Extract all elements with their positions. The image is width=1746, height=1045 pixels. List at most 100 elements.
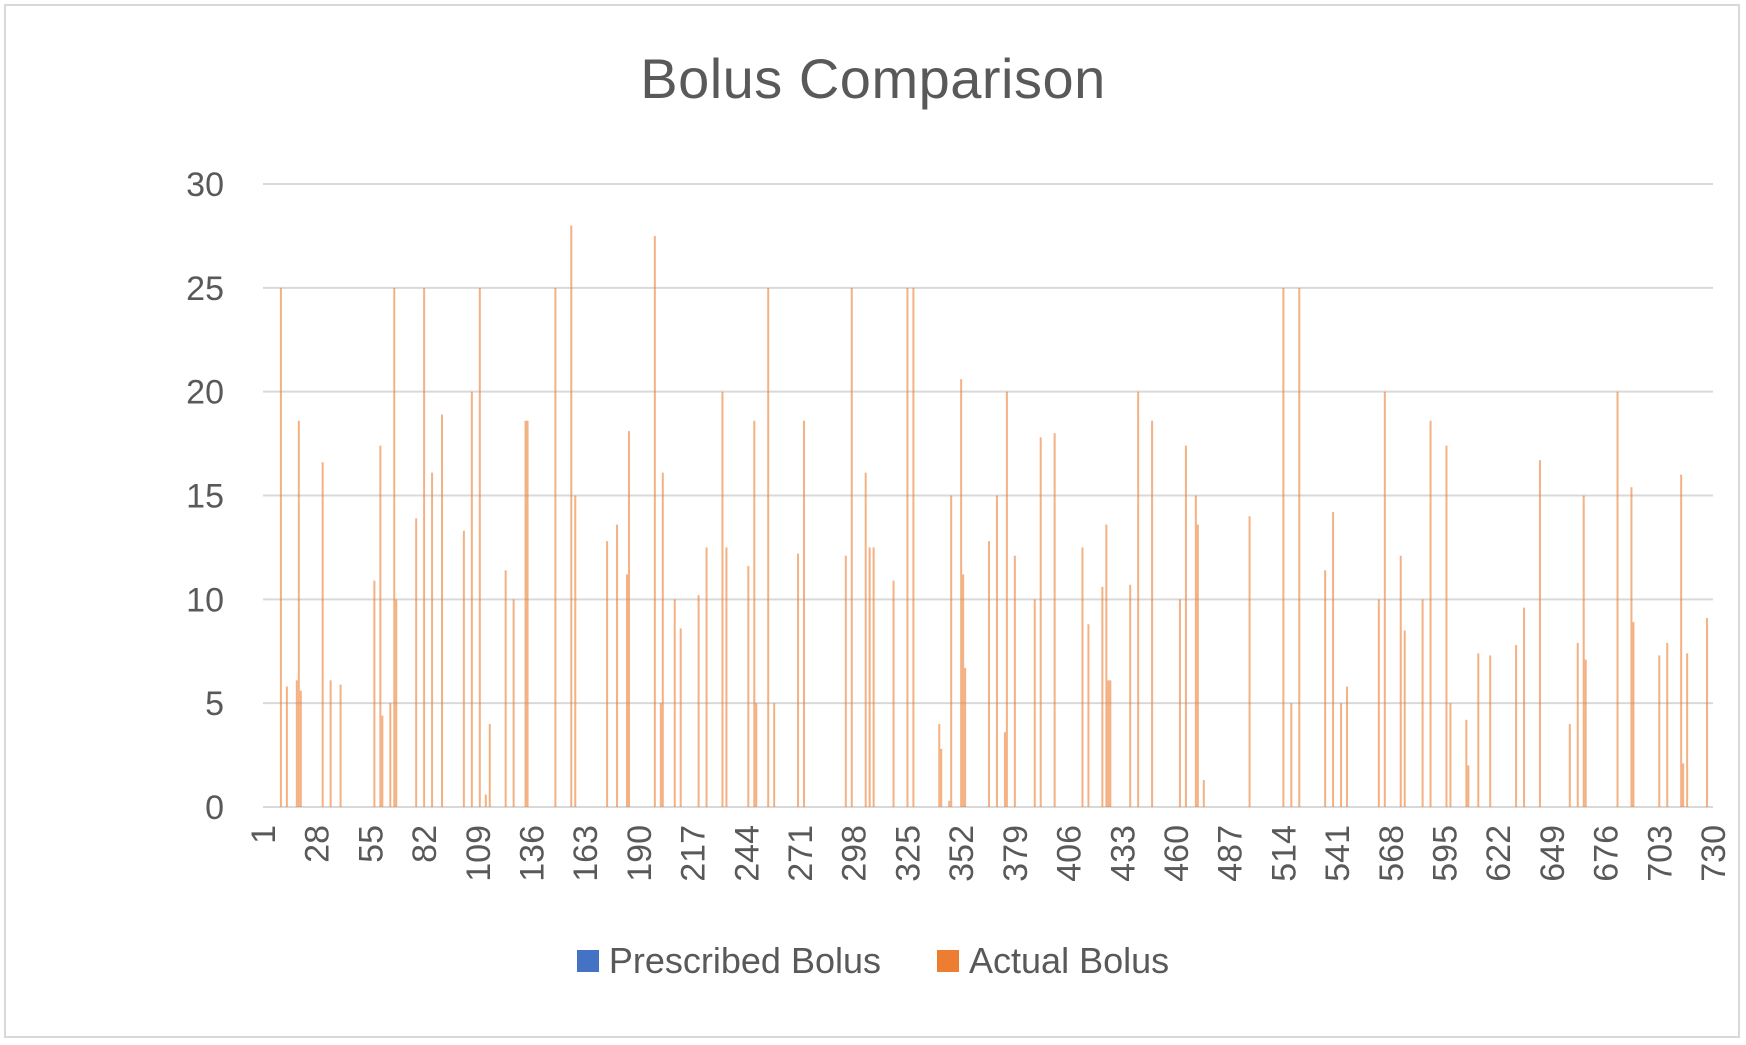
bar-actual-bolus (478, 287, 481, 807)
y-tick-label: 5 (205, 685, 224, 723)
x-tick-label: 352 (943, 825, 981, 882)
bar-actual-bolus (1013, 555, 1016, 807)
legend-item: Actual Bolus (937, 940, 1169, 982)
bar-actual-bolus (1403, 630, 1406, 807)
bar-actual-bolus (753, 420, 756, 807)
bar-actual-bolus (1465, 719, 1468, 807)
bar-actual-bolus (526, 420, 529, 807)
y-tick-label: 30 (186, 166, 224, 204)
bar-actual-bolus (1151, 420, 1154, 807)
x-tick-label: 487 (1212, 825, 1250, 882)
y-tick-label: 15 (186, 478, 224, 516)
bar-actual-bolus (892, 580, 895, 807)
bar-actual-bolus (1081, 547, 1084, 807)
bar-actual-bolus (1399, 555, 1402, 807)
bar-actual-bolus (850, 287, 853, 807)
bar-actual-bolus (1003, 732, 1006, 807)
y-tick-label: 20 (186, 374, 224, 412)
x-tick-label: 541 (1319, 825, 1357, 882)
bar-actual-bolus (1706, 618, 1709, 807)
bar-actual-bolus (659, 703, 662, 807)
bar-actual-bolus (1105, 524, 1108, 807)
bar-actual-bolus (1101, 586, 1104, 807)
bar-actual-bolus (868, 547, 871, 807)
bar-actual-bolus (1686, 653, 1689, 807)
bar-actual-bolus (389, 703, 392, 807)
bar-actual-bolus (1184, 445, 1187, 807)
x-tick-label: 163 (567, 825, 605, 882)
bar-actual-bolus (1137, 391, 1140, 807)
bar-actual-bolus (339, 684, 342, 807)
bar-actual-bolus (1087, 624, 1090, 807)
bar-actual-bolus (1107, 680, 1110, 807)
bar-actual-bolus (1630, 487, 1633, 807)
bar-actual-bolus (441, 414, 444, 807)
bar-actual-bolus (504, 570, 507, 807)
chart-title: Bolus Comparison (640, 47, 1106, 110)
chart-frame (4, 4, 1740, 1038)
bar-actual-bolus (653, 235, 656, 807)
bar-actual-bolus (1477, 653, 1480, 807)
bar-actual-bolus (415, 518, 418, 807)
x-tick-label: 217 (675, 825, 713, 882)
bar-actual-bolus (755, 703, 758, 807)
bar-actual-bolus (279, 287, 282, 807)
x-tick-label: 55 (352, 825, 390, 863)
bar-actual-bolus (1129, 584, 1132, 807)
bar-actual-bolus (462, 530, 465, 807)
bar-actual-bolus (1194, 495, 1197, 807)
y-tick-label: 25 (186, 270, 224, 308)
bar-actual-bolus (431, 472, 434, 807)
bar-actual-bolus (373, 580, 376, 807)
chart-legend: Prescribed Bolus Actual Bolus (0, 940, 1746, 982)
bar-actual-bolus (725, 547, 728, 807)
bar-actual-bolus (697, 595, 700, 807)
bar-actual-bolus (470, 391, 473, 807)
x-tick-label: 595 (1426, 825, 1464, 882)
bar-actual-bolus (488, 723, 491, 807)
x-tick-label: 568 (1373, 825, 1411, 882)
x-tick-label: 649 (1534, 825, 1572, 882)
x-tick-label: 190 (621, 825, 659, 882)
bar-actual-bolus (948, 800, 951, 807)
bar-actual-bolus (524, 420, 527, 807)
x-tick-label: 622 (1480, 825, 1518, 882)
x-tick-label: 460 (1158, 825, 1196, 882)
bar-actual-bolus (1196, 524, 1199, 807)
x-tick-label: 82 (406, 825, 444, 863)
bar-actual-bolus (906, 287, 909, 807)
x-tick-label: 28 (299, 825, 337, 863)
x-tick-label: 703 (1641, 825, 1679, 882)
bar-actual-bolus (484, 794, 487, 807)
bar-actual-bolus (570, 225, 573, 808)
bar-actual-bolus (1584, 659, 1587, 807)
bar-actual-bolus (1658, 655, 1661, 807)
bar-actual-bolus (747, 566, 750, 807)
bar-actual-bolus (1445, 445, 1448, 807)
x-tick-label: 433 (1104, 825, 1142, 882)
bar-actual-bolus (797, 553, 800, 807)
bar-actual-bolus (393, 287, 396, 807)
x-tick-label: 271 (782, 825, 820, 882)
bar-actual-bolus (1248, 516, 1251, 807)
bar-actual-bolus (395, 599, 398, 807)
legend-label: Prescribed Bolus (608, 940, 882, 981)
bar-actual-bolus (1515, 645, 1518, 807)
bar-actual-bolus (1568, 723, 1571, 807)
bar-actual-bolus (912, 287, 915, 807)
bar-actual-bolus (995, 495, 998, 807)
bar-actual-bolus (1109, 680, 1112, 807)
x-tick-label: 325 (889, 825, 927, 882)
bar-actual-bolus (1346, 686, 1349, 807)
bar-actual-bolus (606, 541, 609, 807)
bar-actual-bolus (872, 547, 875, 807)
bar-actual-bolus (1340, 703, 1343, 807)
bar-actual-bolus (1377, 599, 1380, 807)
bar-actual-bolus (962, 574, 965, 807)
bar-actual-bolus (379, 445, 382, 807)
bar-actual-bolus (1666, 642, 1669, 807)
y-tick-label: 0 (205, 789, 224, 827)
legend-item: Prescribed Bolus (576, 940, 882, 982)
bar-actual-bolus (1682, 763, 1685, 807)
legend-swatch (576, 950, 599, 972)
